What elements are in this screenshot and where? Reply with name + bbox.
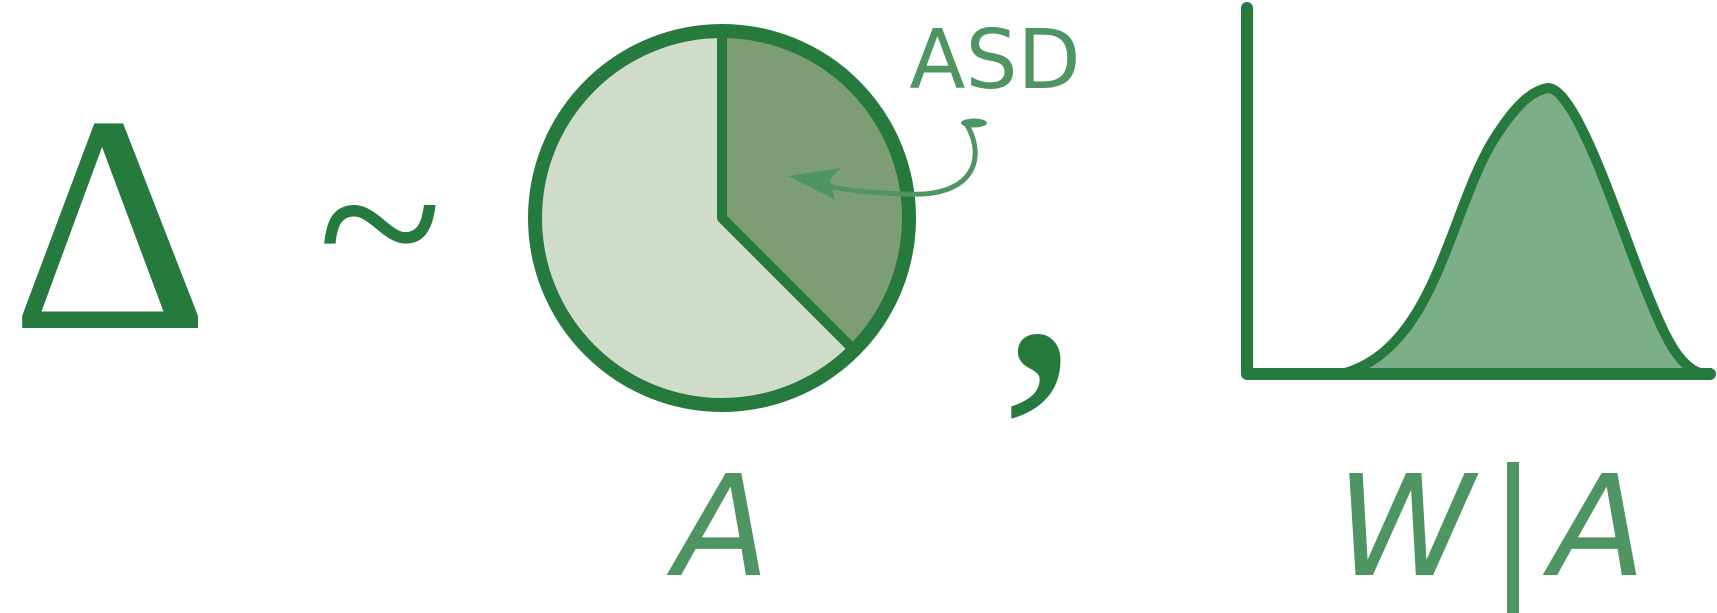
annotation-arrow — [788, 118, 987, 200]
pie-caption: A — [666, 446, 770, 609]
density-axes — [1241, 2, 1716, 380]
tilde-symbol: ~ — [318, 95, 442, 350]
pie-radii — [717, 26, 860, 356]
delta-symbol: Δ — [10, 53, 209, 396]
pie-chart — [528, 24, 916, 412]
arrow-curve — [825, 122, 978, 197]
arrow-head — [788, 168, 840, 200]
density-caption-separator — [1507, 462, 1519, 613]
asd-label: ASD — [909, 13, 1080, 108]
comma-symbol: , — [999, 75, 1082, 440]
density-curve — [1340, 83, 1715, 378]
pie-wedge — [722, 31, 909, 351]
density-caption: W A — [1336, 446, 1646, 613]
density-caption-a: A — [1542, 446, 1646, 609]
density-plot — [1241, 2, 1716, 380]
density-caption-w: W — [1336, 446, 1479, 609]
density-area — [1345, 88, 1700, 373]
